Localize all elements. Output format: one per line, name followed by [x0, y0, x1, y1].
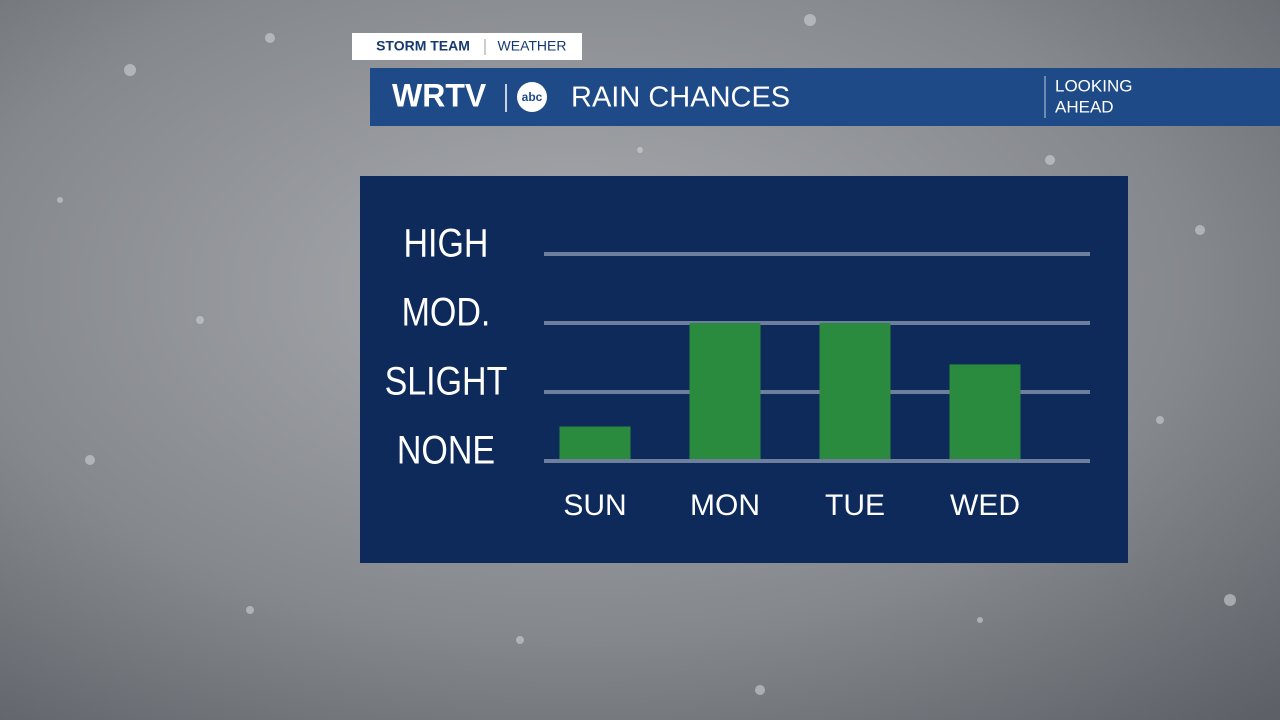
y-tick-label: SLIGHT [385, 358, 508, 403]
section: WEATHER [498, 38, 567, 54]
brand: STORM TEAM [376, 38, 470, 54]
y-tick-label: NONE [397, 427, 495, 472]
x-tick-label: SUN [563, 489, 626, 522]
y-tick-label: MOD. [402, 289, 491, 334]
network-logo [517, 82, 547, 112]
station: WRTV [392, 77, 487, 113]
x-tick-label: WED [950, 489, 1020, 522]
x-tick-label: TUE [825, 489, 885, 522]
network: abc [522, 90, 543, 104]
raindrops [57, 14, 1236, 695]
bar [559, 426, 631, 459]
x-tick-label: MON [690, 489, 760, 522]
bar [819, 323, 891, 459]
tag-line: AHEAD [1055, 97, 1114, 116]
bar [689, 323, 761, 459]
tag-line: LOOKING [1055, 76, 1132, 95]
brand-tab [352, 33, 582, 60]
chart-title: RAIN CHANCES [571, 82, 790, 114]
bar [949, 364, 1021, 459]
y-tick-label: HIGH [404, 220, 489, 265]
